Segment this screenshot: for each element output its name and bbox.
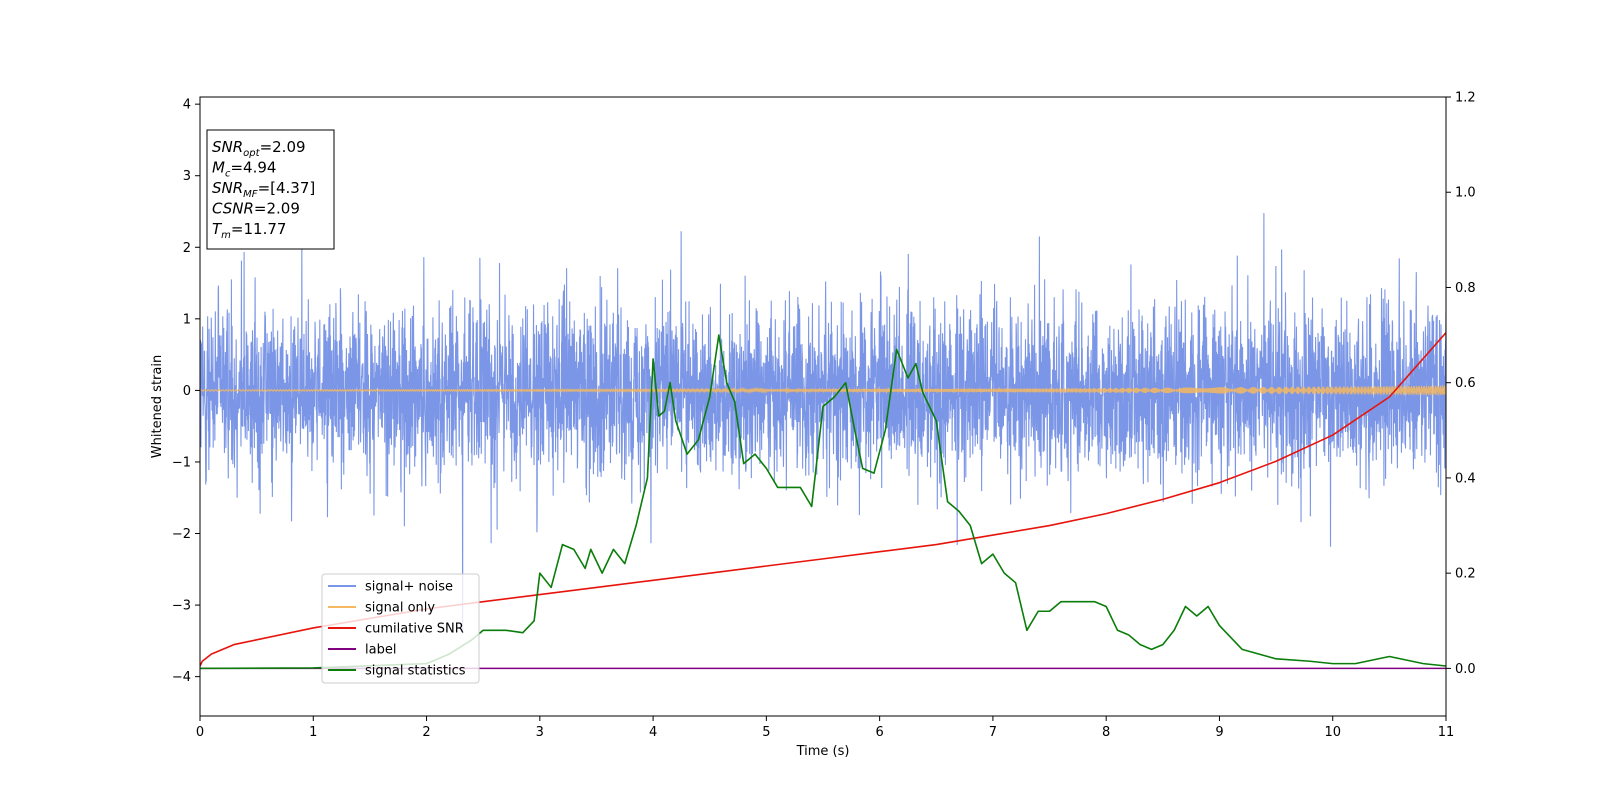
right-y-tick-label: 0.2 [1455, 567, 1476, 582]
series-signal-statistics-line [200, 334, 1446, 670]
x-axis-ticks: 0 1 2 3 4 5 6 7 8 9 10 11 [196, 716, 1454, 740]
left-y-tick-label: 0 [183, 384, 191, 399]
legend-label: label [365, 643, 396, 658]
left-y-tick-label: −4 [172, 670, 191, 685]
legend: signal+ noise signal only cumilative SNR la… [321, 573, 480, 684]
x-axis-title: Time (s) [796, 744, 850, 759]
legend-label: cumilative SNR [365, 622, 464, 637]
right-y-tick-label: 0.6 [1455, 376, 1476, 391]
left-y-tick-label: −3 [172, 599, 191, 614]
x-tick-label: 0 [196, 725, 204, 740]
x-tick-label: 4 [649, 725, 657, 740]
x-tick-label: 3 [536, 725, 544, 740]
x-tick-label: 10 [1324, 725, 1341, 740]
left-y-tick-label: 2 [183, 241, 191, 256]
left-y-tick-label: 4 [183, 98, 191, 113]
left-y-axis-ticks: −4 −3 −2 −1 0 1 2 3 4 [172, 98, 200, 685]
x-tick-label: 1 [309, 725, 317, 740]
series-signal-only-line [200, 385, 1446, 396]
left-y-tick-label: −1 [172, 455, 191, 470]
x-tick-label: 8 [1102, 725, 1110, 740]
stats-box-frame [206, 129, 335, 250]
left-y-tick-label: 1 [183, 312, 191, 327]
x-tick-label: 11 [1438, 725, 1455, 740]
x-tick-label: 5 [762, 725, 770, 740]
stats-line: SNRMF=[4.37] [212, 179, 315, 200]
series-cumilative-snr-line [200, 332, 1446, 667]
stats-line: SNRopt=2.09 [212, 138, 306, 159]
right-y-tick-label: 1.0 [1455, 186, 1476, 201]
left-y-tick-label: −2 [172, 527, 191, 542]
right-y-axis-ticks: 0.0 0.2 0.4 0.6 0.8 1.0 1.2 [1446, 91, 1476, 677]
plot-frame [199, 96, 1447, 717]
legend-frame [321, 573, 480, 684]
y-axis-title: Whitened strain [150, 355, 165, 458]
x-tick-label: 7 [989, 725, 997, 740]
right-y-tick-label: 0.8 [1455, 281, 1476, 296]
stats-line: Mc=4.94 [212, 159, 276, 180]
legend-label: signal only [365, 601, 435, 616]
x-tick-label: 9 [1215, 725, 1223, 740]
x-tick-label: 6 [875, 725, 883, 740]
left-y-tick-label: 3 [183, 169, 191, 184]
stats-line: CSNR=2.09 [212, 200, 300, 218]
x-tick-label: 2 [422, 725, 430, 740]
legend-label: signal statistics [365, 664, 466, 679]
stats-line: Tm=11.77 [212, 220, 286, 241]
right-y-tick-label: 0.4 [1455, 471, 1476, 486]
right-y-tick-label: 1.2 [1455, 91, 1476, 106]
series-signal-noise-line [200, 213, 1446, 634]
legend-label: signal+ noise [365, 580, 453, 595]
right-y-tick-label: 0.0 [1455, 662, 1476, 677]
